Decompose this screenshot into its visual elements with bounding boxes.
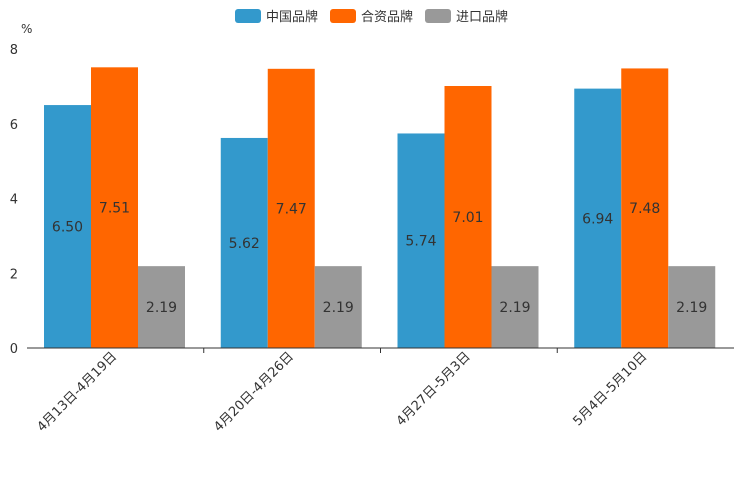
legend-swatch	[330, 9, 356, 23]
bar	[574, 88, 622, 349]
bar	[138, 266, 185, 348]
data-label: 5.74	[405, 234, 436, 250]
y-tick-label: 4	[10, 193, 18, 208]
y-axis-unit: %	[21, 22, 32, 36]
bar	[44, 105, 91, 348]
legend: 中国品牌 合资品牌 进口品牌	[235, 9, 508, 25]
bar	[621, 68, 669, 348]
x-tick-label: 4月13日-4月19日	[34, 349, 120, 435]
x-tick-label: 5月4日-5月10日	[571, 349, 651, 429]
bar	[444, 86, 492, 348]
y-tick-label: 0	[10, 342, 18, 357]
y-axis-ticks: 0 2 4 6 8	[10, 43, 18, 357]
legend-swatch	[425, 9, 451, 23]
bar	[91, 67, 138, 348]
bar	[397, 133, 445, 348]
legend-swatch	[235, 9, 261, 23]
bar	[220, 137, 268, 348]
data-label: 7.47	[276, 201, 307, 217]
legend-label: 中国品牌	[266, 9, 318, 25]
data-label: 7.51	[99, 201, 130, 217]
bar	[668, 266, 716, 348]
data-label: 6.50	[52, 220, 83, 236]
bar	[314, 266, 362, 348]
bars	[44, 67, 716, 349]
bar	[267, 68, 315, 348]
data-label: 2.19	[146, 300, 177, 316]
data-label: 6.94	[582, 211, 613, 227]
data-label: 5.62	[229, 236, 260, 252]
y-tick-label: 2	[10, 267, 18, 282]
data-label: 7.48	[629, 201, 660, 217]
x-axis-ticks: 4月13日-4月19日 4月20日-4月26日 4月27日-5月3日 5月4日-5月1…	[34, 348, 650, 435]
legend-label: 进口品牌	[456, 9, 508, 25]
bar	[491, 266, 539, 348]
x-tick-label: 4月20日-4月26日	[211, 349, 297, 435]
data-label: 2.19	[676, 300, 707, 316]
data-label: 7.01	[452, 210, 483, 226]
y-tick-label: 8	[10, 43, 18, 58]
y-tick-label: 6	[10, 118, 18, 133]
legend-label: 合资品牌	[361, 9, 413, 25]
data-label: 2.19	[499, 300, 530, 316]
x-tick-label: 4月27日-5月3日	[394, 349, 474, 429]
data-labels: 6.50 7.51 2.19 5.62 7.47 2.19 5.74 7.01 2.19 6.94…	[52, 201, 707, 316]
data-label: 2.19	[323, 300, 354, 316]
